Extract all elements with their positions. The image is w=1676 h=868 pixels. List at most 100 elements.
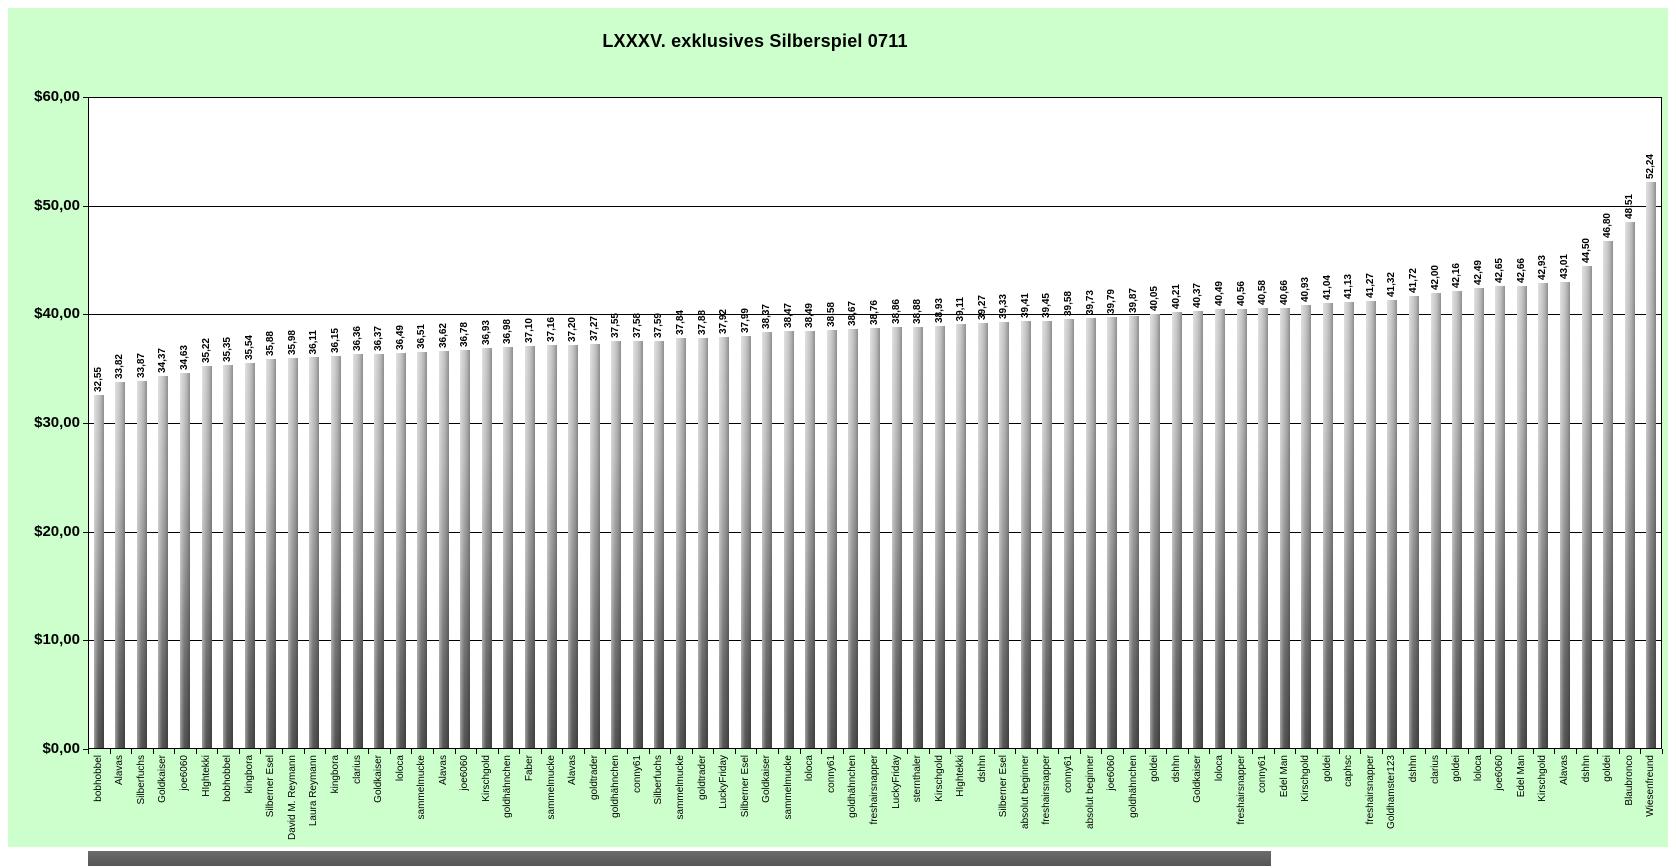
bar <box>1474 288 1484 748</box>
horizontal-scrollbar-thumb[interactable] <box>88 851 1271 866</box>
bar-value-label: 40,66 <box>1279 279 1290 305</box>
x-axis-tick <box>304 749 305 754</box>
bar-value-label: 39,79 <box>1106 288 1117 314</box>
y-axis-tick <box>83 97 88 98</box>
category-label: goldtrader <box>589 755 600 801</box>
category-label: Alavas <box>438 755 449 786</box>
bar <box>1646 182 1656 748</box>
x-axis-tick <box>1619 749 1620 754</box>
category-label: kingbora <box>244 755 255 794</box>
bar <box>719 337 729 748</box>
x-axis-tick <box>260 749 261 754</box>
x-axis-tick <box>196 749 197 754</box>
bar-value-label: 36,51 <box>416 323 427 349</box>
x-axis-tick <box>1295 749 1296 754</box>
bar <box>288 358 298 748</box>
category-label: goldtrader <box>697 755 708 801</box>
bar <box>590 344 600 748</box>
bar-value-label: 36,37 <box>373 325 384 351</box>
y-axis-tick-label: $40,00 <box>34 305 80 322</box>
x-axis-tick <box>1597 749 1598 754</box>
x-axis-tick <box>390 749 391 754</box>
category-label: Goldhamster123 <box>1386 755 1397 829</box>
bar <box>245 363 255 748</box>
bar <box>1431 293 1441 748</box>
bar-value-label: 33,82 <box>114 353 125 379</box>
x-axis-tick <box>1123 749 1124 754</box>
x-axis-tick <box>88 749 89 754</box>
x-axis-tick <box>1145 749 1146 754</box>
x-axis-tick <box>1446 749 1447 754</box>
bar <box>1301 305 1311 748</box>
bar-value-label: 39,58 <box>1063 290 1074 316</box>
bar-value-label: 33,87 <box>136 352 147 378</box>
category-label: Silberner Esel <box>740 755 751 818</box>
category-label: clarius <box>352 755 363 784</box>
x-axis-tick <box>1058 749 1059 754</box>
bar <box>374 354 384 748</box>
category-label: David M. Reymann <box>287 755 298 841</box>
bar <box>353 354 363 748</box>
bar <box>1021 321 1031 748</box>
bar-value-label: 38,76 <box>869 299 880 325</box>
category-label: Kirschgold <box>934 755 945 802</box>
bar-value-label: 32,55 <box>93 366 104 392</box>
x-axis-tick <box>1640 749 1641 754</box>
category-label: sammelmucke <box>675 755 686 820</box>
x-axis-tick <box>713 749 714 754</box>
bar <box>417 352 427 748</box>
x-axis-tick <box>1490 749 1491 754</box>
x-axis-tick <box>1576 749 1577 754</box>
bar-value-label: 39,33 <box>998 293 1009 319</box>
x-axis-tick <box>1403 749 1404 754</box>
bar-value-label: 38,86 <box>891 298 902 324</box>
x-axis-tick <box>1274 749 1275 754</box>
category-label: Edel Man <box>1279 755 1290 798</box>
bar-value-label: 40,93 <box>1300 276 1311 302</box>
category-label: goldei <box>1602 755 1613 782</box>
category-label: goldhähnchen <box>1128 755 1139 818</box>
bar-value-label: 39,73 <box>1085 289 1096 315</box>
category-label: Alavas <box>567 755 578 786</box>
bar-value-label: 42,93 <box>1537 254 1548 280</box>
bar-value-label: 42,00 <box>1430 264 1441 290</box>
bar <box>1042 321 1052 748</box>
bar <box>94 395 104 748</box>
category-label: Edel Man <box>1516 755 1527 798</box>
category-label: Goldkaiser <box>373 755 384 803</box>
bar <box>1280 308 1290 748</box>
x-axis-tick <box>325 749 326 754</box>
bar <box>309 357 319 748</box>
x-axis-tick <box>886 749 887 754</box>
bar <box>223 365 233 748</box>
bar <box>827 330 837 748</box>
category-label: goldei <box>1322 755 1333 782</box>
bar <box>547 345 557 748</box>
category-label: loloca <box>1473 755 1484 782</box>
bar-value-label: 37,27 <box>589 315 600 341</box>
x-axis-tick <box>1317 749 1318 754</box>
x-axis-tick <box>1360 749 1361 754</box>
x-axis-tick <box>411 749 412 754</box>
bar-value-label: 38,93 <box>934 297 945 323</box>
x-axis-tick <box>1209 749 1210 754</box>
x-axis-tick <box>282 749 283 754</box>
x-axis-tick <box>347 749 348 754</box>
bar <box>1344 302 1354 748</box>
x-axis-tick <box>110 749 111 754</box>
x-axis-tick <box>1511 749 1512 754</box>
bar <box>158 376 168 748</box>
bar-value-label: 38,47 <box>783 302 794 328</box>
bar <box>935 326 945 748</box>
category-label: sternthaler <box>912 755 923 803</box>
y-axis-tick <box>83 640 88 641</box>
bar-value-label: 38,58 <box>826 301 837 327</box>
bar <box>1107 317 1117 748</box>
bar-value-label: 37,59 <box>653 312 664 338</box>
x-axis-tick <box>994 749 995 754</box>
bar-value-label: 36,93 <box>481 319 492 345</box>
category-label: goldei <box>1149 755 1160 782</box>
bar-value-label: 52,24 <box>1645 153 1656 179</box>
bar <box>137 381 147 748</box>
